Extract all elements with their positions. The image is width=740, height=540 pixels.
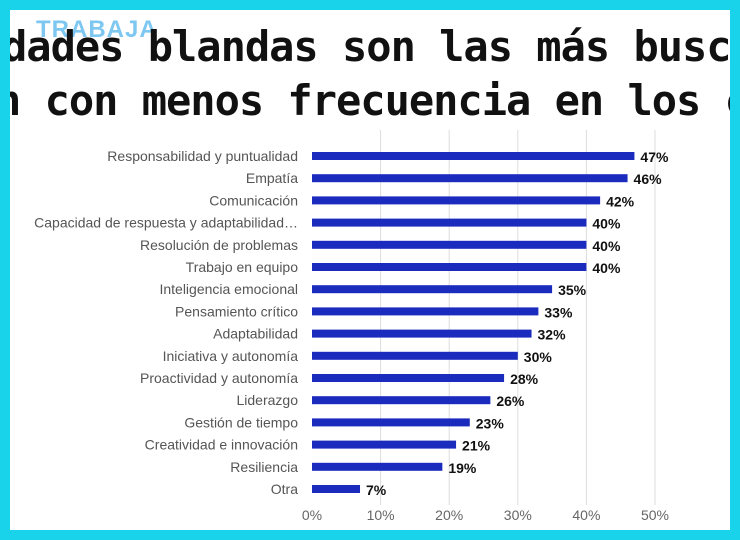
title-line-1: dades blandas son las más buscadas y la — [10, 22, 730, 71]
x-tick-label: 20% — [435, 507, 463, 523]
brand-logo: TRABAJA — [36, 16, 158, 43]
value-label: 33% — [544, 304, 573, 320]
category-label: Pensamiento crítico — [175, 303, 298, 319]
bar — [312, 329, 532, 338]
x-tick-label: 50% — [641, 507, 669, 523]
category-label: Resolución de problemas — [140, 237, 298, 253]
category-label: Responsabilidad y puntualidad — [107, 148, 298, 164]
bar — [312, 418, 470, 427]
x-tick-label: 0% — [302, 507, 322, 523]
bar — [312, 307, 539, 316]
category-label: Capacidad de respuesta y adaptabilidad… — [34, 215, 298, 231]
category-label: Otra — [271, 481, 298, 497]
category-label: Proactividad y autonomía — [140, 370, 298, 386]
value-label: 40% — [592, 238, 621, 254]
value-label: 40% — [592, 260, 621, 276]
bar — [312, 285, 553, 294]
value-label: 32% — [538, 327, 567, 343]
bar-chart: 0% 10% 20% 30% 40% 50% Responsabilidad y puntu… — [34, 130, 669, 523]
bar — [312, 351, 518, 360]
category-label: Iniciativa y autonomía — [163, 348, 299, 364]
bar — [312, 240, 587, 249]
value-label: 23% — [476, 415, 505, 431]
value-label: 7% — [366, 482, 387, 498]
value-label: 47% — [640, 149, 669, 165]
bar — [312, 440, 457, 449]
category-label: Inteligencia emocional — [159, 281, 298, 297]
category-label: Resiliencia — [230, 459, 298, 475]
x-tick-label: 10% — [367, 507, 395, 523]
category-label: Comunicación — [209, 192, 298, 208]
bar — [312, 152, 635, 160]
bar — [312, 263, 587, 271]
value-label: 28% — [510, 371, 539, 387]
category-label: Empatía — [246, 170, 298, 186]
bar — [312, 396, 491, 405]
value-label: 21% — [462, 438, 491, 454]
grid-lines — [380, 130, 656, 505]
chart-card: TRABAJA dades blandas son las más buscad… — [10, 10, 730, 530]
bar — [312, 218, 587, 227]
category-label: Creatividad e innovación — [145, 437, 298, 453]
bar — [312, 485, 361, 493]
category-label: Adaptabilidad — [213, 326, 298, 342]
bar — [312, 462, 443, 471]
value-label: 42% — [606, 193, 635, 209]
x-tick-label: 40% — [572, 507, 600, 523]
value-label: 30% — [524, 349, 553, 365]
value-label: 46% — [634, 171, 663, 187]
category-label: Trabajo en equipo — [186, 259, 299, 275]
bar — [312, 174, 628, 183]
labels: 0% 10% 20% 30% 40% 50% Responsabilidad y puntu… — [34, 148, 669, 523]
title-line-2: n con menos frecuencia en los candidat — [10, 76, 730, 125]
value-label: 35% — [558, 282, 587, 298]
bar — [312, 374, 505, 382]
x-tick-label: 30% — [504, 507, 532, 523]
value-label: 19% — [448, 460, 477, 476]
bars — [312, 152, 635, 493]
bar — [312, 196, 601, 205]
value-label: 26% — [496, 393, 525, 409]
category-label: Liderazgo — [237, 392, 299, 408]
category-label: Gestión de tiempo — [184, 414, 298, 430]
value-label: 40% — [592, 216, 621, 232]
